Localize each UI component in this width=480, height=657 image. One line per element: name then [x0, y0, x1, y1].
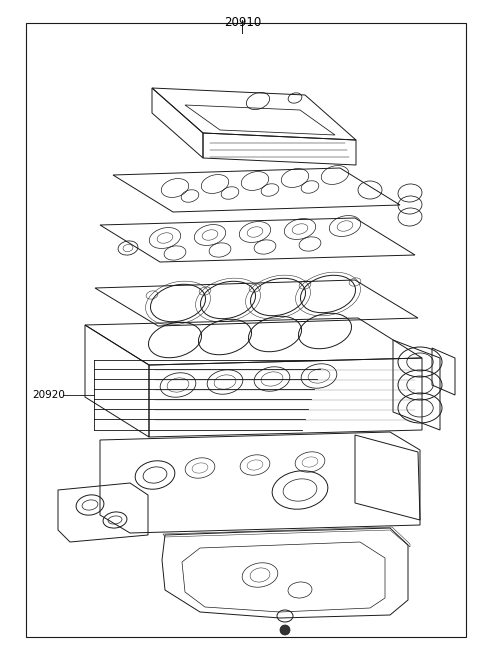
- Text: 20910: 20910: [224, 16, 261, 30]
- Text: 20920: 20920: [33, 390, 65, 400]
- Circle shape: [280, 625, 290, 635]
